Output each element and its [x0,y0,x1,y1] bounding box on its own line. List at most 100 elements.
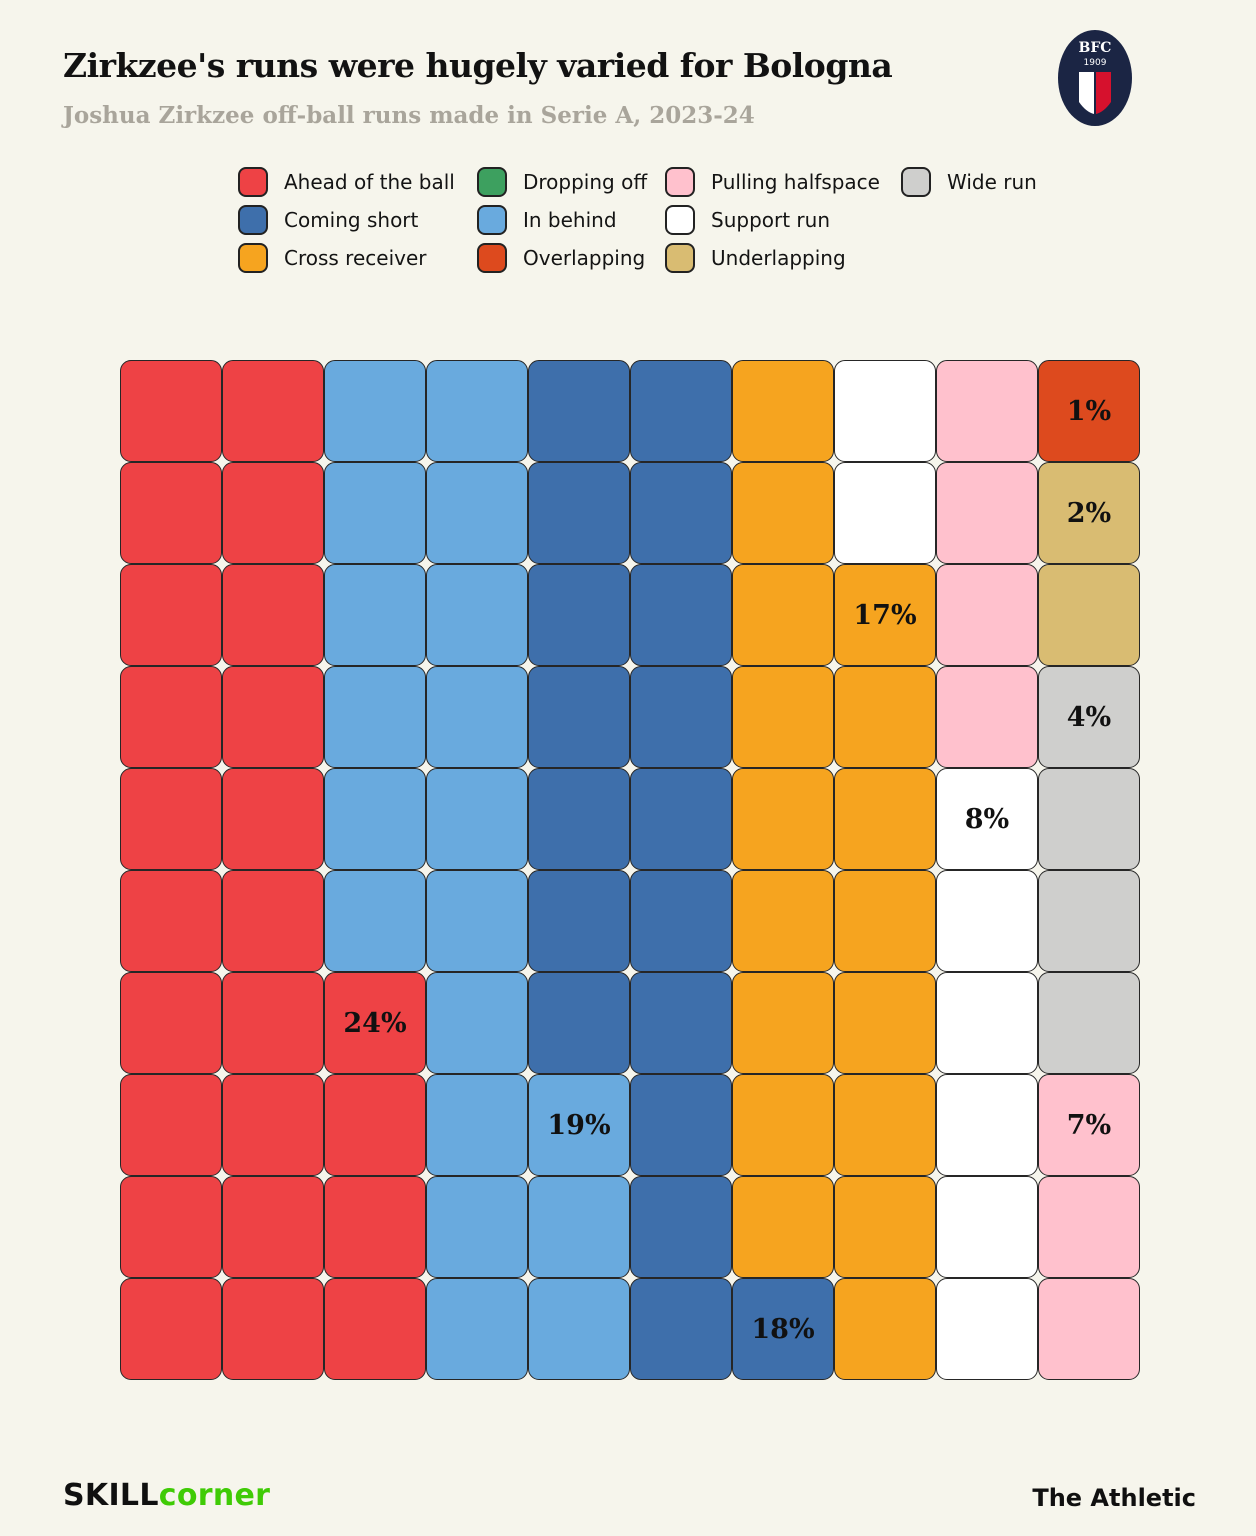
waffle-cell-coming_short [528,462,630,564]
waffle-cell-in_behind [324,462,426,564]
bologna-crest-icon: BFC 1909 [1058,30,1132,126]
legend: Ahead of the ball Coming short Cross recei… [238,163,1037,277]
legend-swatch-dropping_off [477,167,507,197]
waffle-cell-coming_short [630,768,732,870]
legend-label: Cross receiver [284,246,427,270]
waffle-cell-ahead [120,564,222,666]
waffle-cell-wide_run [1038,870,1140,972]
legend-label: Support run [711,208,830,232]
waffle-cell-pulling_halfspace [1038,1278,1140,1380]
bologna-crest-logo: BFC 1909 [1056,28,1134,128]
waffle-cell-cross_receiver [732,768,834,870]
waffle-cell-ahead [222,1074,324,1176]
waffle-cell-cross_receiver [732,870,834,972]
page-subtitle: Joshua Zirkzee off-ball runs made in Ser… [63,102,755,129]
legend-label: Overlapping [523,246,646,270]
waffle-cell-coming_short [630,462,732,564]
waffle-cell-cross_receiver [834,768,936,870]
page-title: Zirkzee's runs were hugely varied for Bo… [63,46,893,85]
waffle-cell-coming_short: 18% [732,1278,834,1380]
waffle-cell-coming_short [630,1278,732,1380]
waffle-cell-in_behind [426,1176,528,1278]
waffle-cell-ahead: 24% [324,972,426,1074]
waffle-cell-cross_receiver [834,1074,936,1176]
cell-percent-label: 1% [1066,395,1112,427]
waffle-grid: 1% 2% 17% 4% 8% 24% 19% 7% 18% [120,360,1140,1380]
waffle-cell-underlapping [1038,564,1140,666]
waffle-cell-cross_receiver [732,360,834,462]
skillcorner-logo: SKILLcorner [63,1478,270,1513]
waffle-cell-ahead [222,462,324,564]
waffle-cell-cross_receiver [834,1278,936,1380]
waffle-cell-coming_short [630,360,732,462]
waffle-cell-pulling_halfspace [936,564,1038,666]
waffle-cell-wide_run [1038,972,1140,1074]
waffle-cell-coming_short [630,972,732,1074]
legend-item-dropping_off: Dropping off [477,163,665,201]
waffle-cell-in_behind [324,870,426,972]
legend-swatch-ahead [238,167,268,197]
waffle-cell-pulling_halfspace [1038,1176,1140,1278]
waffle-cell-ahead [120,462,222,564]
cell-percent-label: 24% [343,1007,407,1039]
waffle-cell-wide_run: 4% [1038,666,1140,768]
waffle-cell-wide_run [1038,768,1140,870]
waffle-cell-coming_short [528,666,630,768]
the-athletic-logo: The Athletic [1032,1484,1196,1512]
waffle-cell-cross_receiver [732,666,834,768]
waffle-cell-cross_receiver [732,972,834,1074]
waffle-cell-ahead [120,1074,222,1176]
cell-percent-label: 2% [1066,497,1112,529]
legend-item-ahead: Ahead of the ball [238,163,477,201]
waffle-cell-ahead [222,1176,324,1278]
legend-swatch-support_run [665,205,695,235]
legend-item-coming_short: Coming short [238,201,477,239]
skillcorner-logo-green: corner [158,1478,271,1513]
waffle-cell-in_behind [324,564,426,666]
waffle-cell-pulling_halfspace: 7% [1038,1074,1140,1176]
waffle-cell-ahead [120,360,222,462]
waffle-cell-coming_short [630,1074,732,1176]
waffle-cell-ahead [120,666,222,768]
skillcorner-logo-black: SKILL [63,1478,159,1513]
waffle-cell-coming_short [528,870,630,972]
legend-swatch-wide_run [901,167,931,197]
legend-item-in_behind: In behind [477,201,665,239]
waffle-cell-pulling_halfspace [936,462,1038,564]
waffle-cell-in_behind: 19% [528,1074,630,1176]
cell-percent-label: 19% [547,1109,611,1141]
waffle-cell-in_behind [426,870,528,972]
legend-swatch-coming_short [238,205,268,235]
waffle-cell-in_behind [426,564,528,666]
waffle-cell-ahead [120,972,222,1074]
waffle-cell-ahead [222,870,324,972]
waffle-cell-coming_short [630,1176,732,1278]
waffle-cell-in_behind [324,360,426,462]
waffle-cell-in_behind [426,972,528,1074]
legend-swatch-cross_receiver [238,243,268,273]
waffle-cell-ahead [120,768,222,870]
waffle-cell-support_run [936,870,1038,972]
waffle-cell-support_run [936,1074,1038,1176]
waffle-cell-cross_receiver [732,1176,834,1278]
waffle-cell-ahead [222,564,324,666]
legend-label: Dropping off [523,170,648,194]
waffle-cell-pulling_halfspace [936,666,1038,768]
waffle-cell-coming_short [528,360,630,462]
legend-item-pulling_halfspace: Pulling halfspace [665,163,901,201]
waffle-cell-in_behind [426,768,528,870]
waffle-cell-coming_short [528,972,630,1074]
waffle-cell-coming_short [630,870,732,972]
waffle-cell-coming_short [528,768,630,870]
waffle-cell-cross_receiver [834,972,936,1074]
waffle-cell-ahead [222,360,324,462]
waffle-cell-in_behind [426,666,528,768]
waffle-cell-coming_short [630,564,732,666]
waffle-cell-cross_receiver [732,1074,834,1176]
legend-swatch-overlapping [477,243,507,273]
waffle-cell-overlapping: 1% [1038,360,1140,462]
legend-swatch-underlapping [665,243,695,273]
waffle-cell-support_run [936,1278,1038,1380]
legend-swatch-in_behind [477,205,507,235]
legend-label: Underlapping [711,246,846,270]
